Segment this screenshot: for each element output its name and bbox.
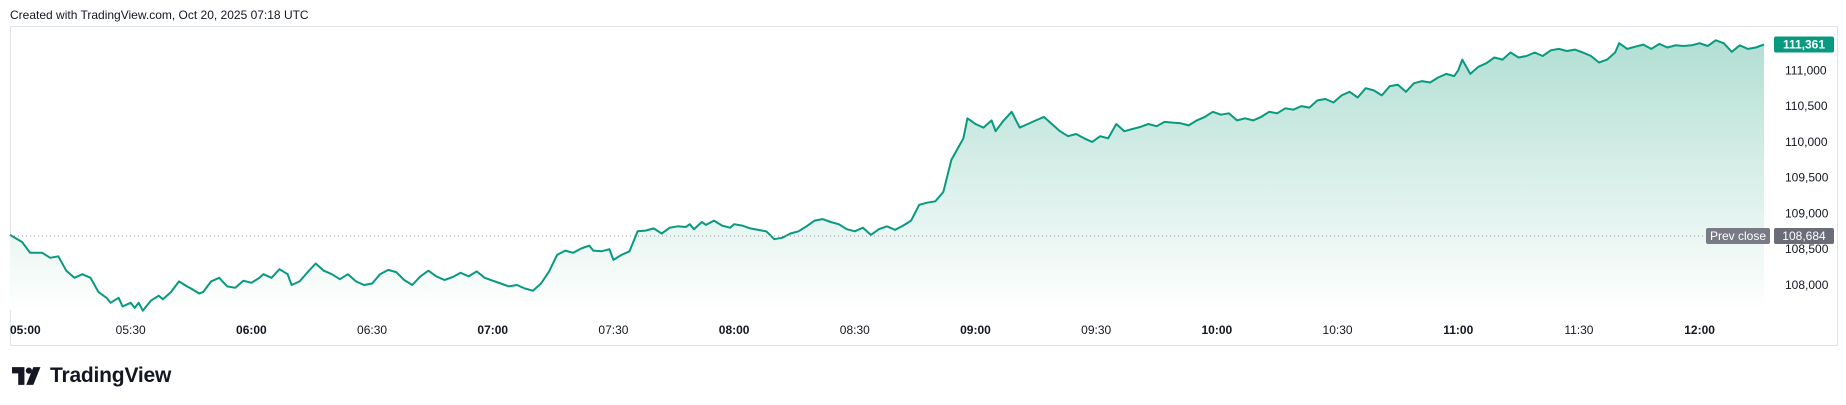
x-tick-label: 05:30: [116, 323, 146, 337]
chart-frame: [10, 26, 1838, 346]
y-tick-label: 109,500: [1785, 171, 1829, 185]
y-tick-label: 109,000: [1785, 206, 1829, 220]
x-tick-label: 08:00: [719, 323, 750, 337]
brand-name: TradingView: [50, 364, 172, 387]
x-tick-label: 11:00: [1443, 323, 1473, 337]
tradingview-logo-icon: [12, 367, 41, 385]
x-tick-label: 10:30: [1323, 323, 1353, 337]
y-tick-label: 110,500: [1785, 99, 1828, 113]
y-tick-label: 108,000: [1785, 278, 1829, 292]
y-tick-label: 110,000: [1785, 135, 1828, 149]
x-tick-label: 07:00: [477, 323, 508, 337]
x-tick-label: 09:30: [1081, 323, 1111, 337]
last-price-label: 111,361: [1783, 38, 1825, 52]
price-line: [9, 39, 1765, 312]
last-price-badge: [1774, 36, 1834, 53]
prev-close-tag: [1706, 228, 1770, 245]
prev-close-value-label: 108,684: [1782, 229, 1826, 243]
x-tick-label: 12:00: [1684, 323, 1715, 337]
x-tick-label: 05:00: [10, 323, 41, 337]
x-tick-label: 10:00: [1202, 323, 1233, 337]
y-tick-label: 111,000: [1785, 63, 1827, 77]
prev-close-badge: [1774, 228, 1834, 245]
x-tick-label: 06:30: [357, 323, 387, 337]
chart-caption: Created with TradingView.com, Oct 20, 20…: [10, 8, 309, 22]
x-tick-label: 09:00: [960, 323, 991, 337]
price-area: [10, 40, 1764, 311]
prev-close-tag-label: Prev close: [1710, 229, 1766, 243]
brand: TradingView: [12, 364, 171, 388]
x-tick-label: 08:30: [840, 323, 870, 337]
x-tick-label: 11:30: [1564, 323, 1593, 337]
x-tick-label: 06:00: [236, 323, 267, 337]
y-tick-label: 108,500: [1785, 242, 1829, 256]
x-tick-label: 07:30: [598, 323, 628, 337]
